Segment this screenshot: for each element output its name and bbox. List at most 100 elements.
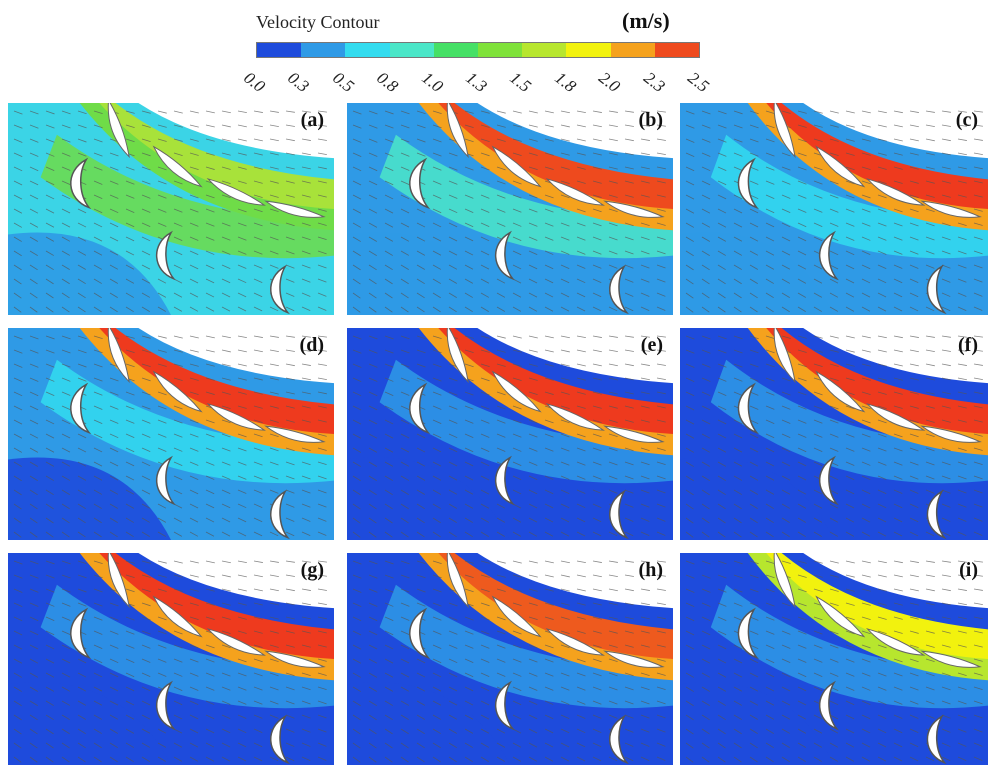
contour-panel: (e) [347,328,673,540]
outer-boundary-region [803,553,988,609]
velocity-vectors [13,560,327,763]
guide-vane-blade [264,650,326,668]
guide-vane-blade [152,145,203,188]
wake-region [40,134,334,259]
wake-region [710,134,988,259]
guide-vane-blade [107,328,130,384]
contour-panel: (d) [8,328,334,540]
velocity-contour-plot [680,328,988,540]
outer-boundary-region [477,328,673,384]
contour-panel: (c) [680,103,988,315]
runner-blade [494,680,515,731]
velocity-contour-plot [347,553,673,765]
guide-vane-blade [815,145,866,188]
wake-region [710,584,988,709]
panel-label: (a) [300,109,324,131]
runner-blade [155,455,176,506]
contour-panel: (g) [8,553,334,765]
runner-blade [737,382,760,435]
low-velocity-region [680,457,834,540]
runner-blade [494,230,515,281]
legend-title: Velocity Contour [256,12,380,32]
runner-blade [609,264,629,315]
colorbar-tick-label: 0.5 [329,68,358,97]
runner-blade [494,455,515,506]
guide-vane-blade [264,200,326,218]
outer-boundary-region [803,103,988,159]
wake-region [40,584,334,709]
outer-boundary-region [477,103,673,159]
guide-vane-blade [107,553,130,609]
panel-label: (h) [638,559,663,581]
runner-blade [155,230,176,281]
velocity-contour-plot [8,553,334,765]
wake-region [379,134,673,259]
colorbar-tick-label: 0.8 [373,68,402,97]
runner-blade [409,382,431,435]
guide-vane-blade [491,145,542,188]
guide-vane-blade [920,425,982,443]
runner-blade [409,607,431,660]
guide-vane-blade [773,103,796,159]
panel-label: (f) [958,334,978,356]
wake-region [40,359,334,484]
guide-vane-blade [815,595,866,638]
colorbar-tick-label: 1.5 [506,68,536,97]
guide-vane-blade [920,200,982,218]
colorbar-tick-label: 2.3 [639,68,669,97]
runner-blade [609,489,629,540]
guide-vane-blade [107,103,130,159]
guide-vane-blade [446,103,469,159]
panel-label: (c) [955,109,978,131]
colorbar-tick-label: 0.3 [284,68,314,97]
guide-vane-blade [865,627,926,656]
runner-blade [737,607,760,660]
guide-vane-blade [206,177,267,206]
guide-vane-blade [152,595,203,638]
guide-vane-blade [491,370,542,413]
panel-label: (e) [640,334,663,356]
runner-blade [818,230,839,281]
guide-vane-blade [865,402,926,431]
panel-label: (i) [959,559,978,581]
velocity-vectors [685,335,983,538]
velocity-contour-plot [680,553,988,765]
velocity-vectors [13,335,327,538]
contour-panel: (h) [347,553,673,765]
guide-vane-blade [603,200,665,218]
low-velocity-region [680,232,834,315]
colorbar-segment [478,43,523,57]
colorbar-segment [610,43,655,57]
guide-vane-blade [264,425,326,443]
wake-region [379,584,673,709]
guide-vane-blade [545,627,606,656]
velocity-contour-plot [8,328,334,540]
guide-vane-blade [152,370,203,413]
runner-blade [926,489,947,540]
panel-label: (b) [638,109,663,131]
colorbar-segment [433,43,479,57]
colorbar-segment [345,43,390,57]
panel-label: (g) [300,559,324,581]
guide-vane-blade [545,402,606,431]
runner-blade [818,680,839,731]
runner-blade [737,157,760,210]
outer-boundary-region [477,553,673,609]
colorbar-segment [654,43,700,57]
guide-vane-blade [865,177,926,206]
guide-vane-blade [446,553,469,609]
runner-blade [270,264,290,315]
colorbar-segment [566,43,611,57]
guide-vane-blade [206,402,267,431]
outer-boundary-region [138,328,334,384]
runner-blade [270,489,290,540]
velocity-vectors [352,110,666,313]
wake-region [710,359,988,484]
velocity-contour-plot [347,328,673,540]
contour-panel: (a) [8,103,334,315]
colorbar-segment [301,43,346,57]
legend-unit: (m/s) [622,8,670,33]
guide-vane-blade [773,328,796,384]
guide-vane-blade [815,370,866,413]
velocity-contour-plot [8,103,334,315]
